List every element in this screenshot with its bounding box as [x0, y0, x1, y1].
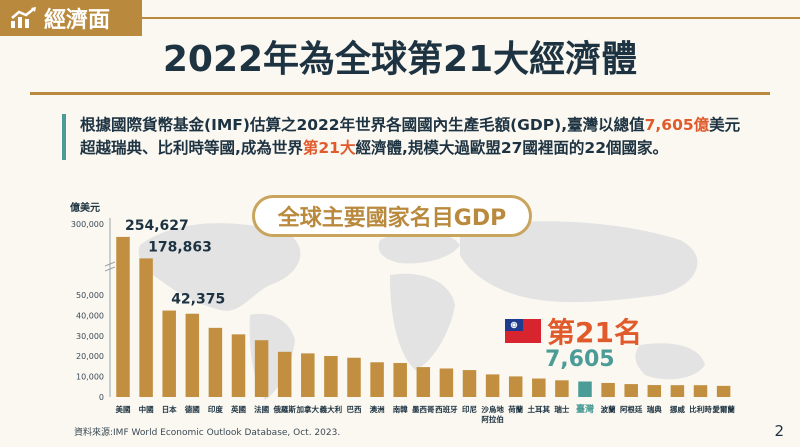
bar — [416, 367, 431, 397]
taiwan-gdp-value: 7,605 — [545, 347, 615, 372]
axis-break-mark — [104, 266, 116, 272]
bar — [208, 327, 223, 397]
x-tick-label: 挪威 — [670, 404, 685, 414]
bar — [716, 385, 731, 397]
x-tick-label: 英國 — [231, 404, 246, 414]
bar — [185, 313, 200, 397]
x-tick-label: 德國 — [185, 404, 200, 414]
bar — [601, 382, 615, 397]
x-tick-label: 西班牙 — [435, 404, 458, 414]
x-tick-label: 巴西 — [347, 405, 362, 414]
badge-divider — [142, 17, 800, 19]
section-badge-label: 經濟面 — [44, 8, 111, 33]
x-tick-label: 荷蘭 — [507, 404, 523, 414]
intro-text-1: 根據國際貨幣基金(IMF)估算之2022年世界各國國內生產毛額(GDP),臺灣以… — [80, 116, 645, 134]
x-tick-label: 南韓 — [393, 404, 408, 414]
bar — [647, 385, 662, 397]
x-tick-label: 土耳其 — [528, 404, 551, 414]
bar — [508, 376, 523, 397]
x-tick-label: 阿根廷 — [620, 404, 643, 414]
bar-highlight — [578, 381, 592, 397]
x-tick-label: 美國 — [116, 404, 131, 414]
x-tick-label: 中國 — [139, 404, 154, 414]
taiwan-callout: 第21名 — [505, 311, 642, 351]
bar — [254, 340, 269, 397]
x-tick-label: 瑞典 — [647, 404, 662, 414]
section-badge: 經濟面 — [0, 0, 142, 36]
y-tick-label: 0 — [99, 393, 104, 402]
x-tick-label: 波蘭 — [601, 404, 616, 414]
chart-title-pill: 全球主要國家名目GDP — [252, 195, 532, 237]
axis-break-mark — [104, 261, 116, 267]
bar — [393, 363, 407, 397]
data-label: 254,627 — [125, 218, 189, 234]
y-tick-label: 300,000 — [71, 220, 104, 229]
source-note: 資料來源:IMF World Economic Outlook Database… — [74, 428, 341, 438]
intro-text-2: 美元超越瑞典、比利時等國,成為世界 — [80, 116, 741, 157]
page-title: 2022年為全球第21大經濟體 — [162, 39, 638, 80]
bar — [370, 362, 384, 397]
bar — [162, 310, 176, 397]
x-tick-label: 俄羅斯 — [272, 404, 296, 414]
y-tick-label: 10,000 — [76, 373, 104, 382]
y-tick-label: 40,000 — [76, 311, 104, 320]
intro-paragraph: 根據國際貨幣基金(IMF)估算之2022年世界各國國內生產毛額(GDP),臺灣以… — [62, 114, 752, 160]
bar — [555, 380, 569, 397]
x-tick-label: 日本 — [162, 404, 177, 414]
bar — [624, 384, 638, 397]
x-tick-label: 臺灣 — [576, 403, 594, 415]
bar — [277, 351, 292, 397]
taiwan-rank-label: 第21名 — [547, 316, 642, 349]
bar — [439, 368, 454, 397]
taiwan-flag-icon — [505, 319, 541, 343]
x-tick-label: 愛爾蘭 — [712, 404, 735, 414]
x-tick-label: 比利時 — [689, 404, 712, 414]
x-tick-label: 瑞士 — [554, 404, 569, 414]
title-underline — [30, 92, 770, 95]
y-tick-label: 30,000 — [76, 332, 104, 341]
bar — [532, 378, 546, 397]
y-tick-label: 20,000 — [76, 352, 104, 361]
bar — [462, 370, 477, 397]
bar — [301, 353, 315, 397]
y-axis-unit-label: 億美元 — [70, 203, 100, 214]
data-label: 42,375 — [171, 292, 225, 308]
bar — [670, 385, 685, 397]
y-tick-label: 50,000 — [76, 291, 104, 300]
x-tick-label: 阿拉伯 — [481, 414, 504, 424]
data-label: 178,863 — [148, 239, 212, 255]
intro-highlight-gdp: 7,605億 — [644, 116, 710, 134]
x-tick-label: 加拿大 — [296, 404, 320, 414]
bar — [231, 334, 246, 397]
bar — [485, 374, 500, 397]
x-tick-label: 澳洲 — [370, 404, 385, 414]
x-tick-label: 沙烏地 — [481, 404, 504, 414]
x-tick-label: 墨西哥 — [412, 404, 435, 414]
bar — [139, 258, 153, 397]
page-number: 2 — [774, 422, 784, 440]
chart-trend-icon — [11, 7, 36, 28]
bar — [347, 357, 361, 397]
x-tick-label: 法國 — [254, 404, 269, 414]
bar — [693, 385, 708, 397]
intro-text-3: 經濟體,規模大過歐盟27國裡面的22個國家。 — [355, 139, 668, 157]
bar — [324, 355, 338, 397]
bar — [116, 236, 130, 397]
x-tick-label: 印尼 — [462, 404, 477, 414]
x-tick-label: 義大利 — [320, 404, 343, 414]
x-tick-label: 印度 — [208, 404, 223, 414]
intro-highlight-rank: 第21大 — [302, 139, 356, 157]
